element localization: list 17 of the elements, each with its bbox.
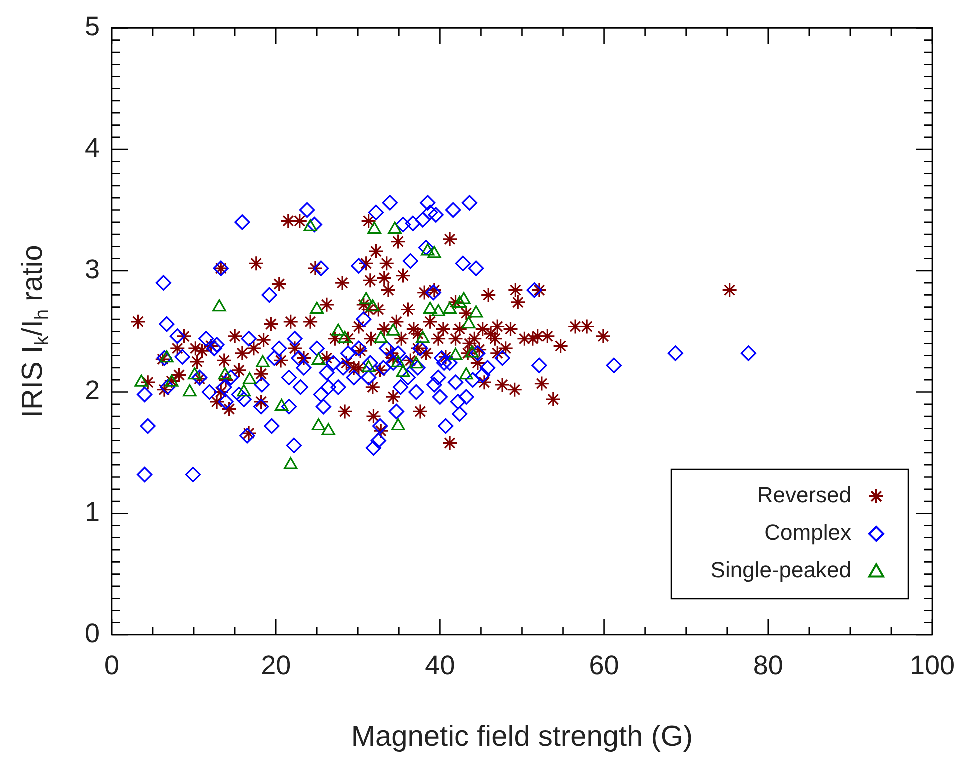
- y-tick-label: 1: [84, 497, 100, 528]
- legend-label: Complex: [764, 520, 852, 546]
- x-tick-label: 80: [753, 650, 784, 681]
- y-tick-label: 2: [84, 376, 100, 406]
- legend-label: Reversed: [757, 482, 852, 508]
- x-tick-label: 40: [425, 650, 456, 681]
- x-tick-label: 20: [261, 650, 292, 681]
- y-tick-label: 3: [84, 254, 100, 284]
- legend-label: Single-peaked: [710, 558, 852, 583]
- x-tick-label: 100: [910, 650, 956, 681]
- y-tick-label: 0: [84, 618, 100, 648]
- x-axis-title: Magnetic field strength (G): [351, 721, 694, 753]
- x-tick-label: 0: [104, 650, 120, 681]
- y-tick-label: 5: [84, 12, 100, 42]
- y-axis-title: IRIS Ik/Ih ratio: [17, 245, 52, 418]
- x-tick-label: 60: [589, 650, 620, 681]
- y-tick-label: 4: [84, 133, 100, 164]
